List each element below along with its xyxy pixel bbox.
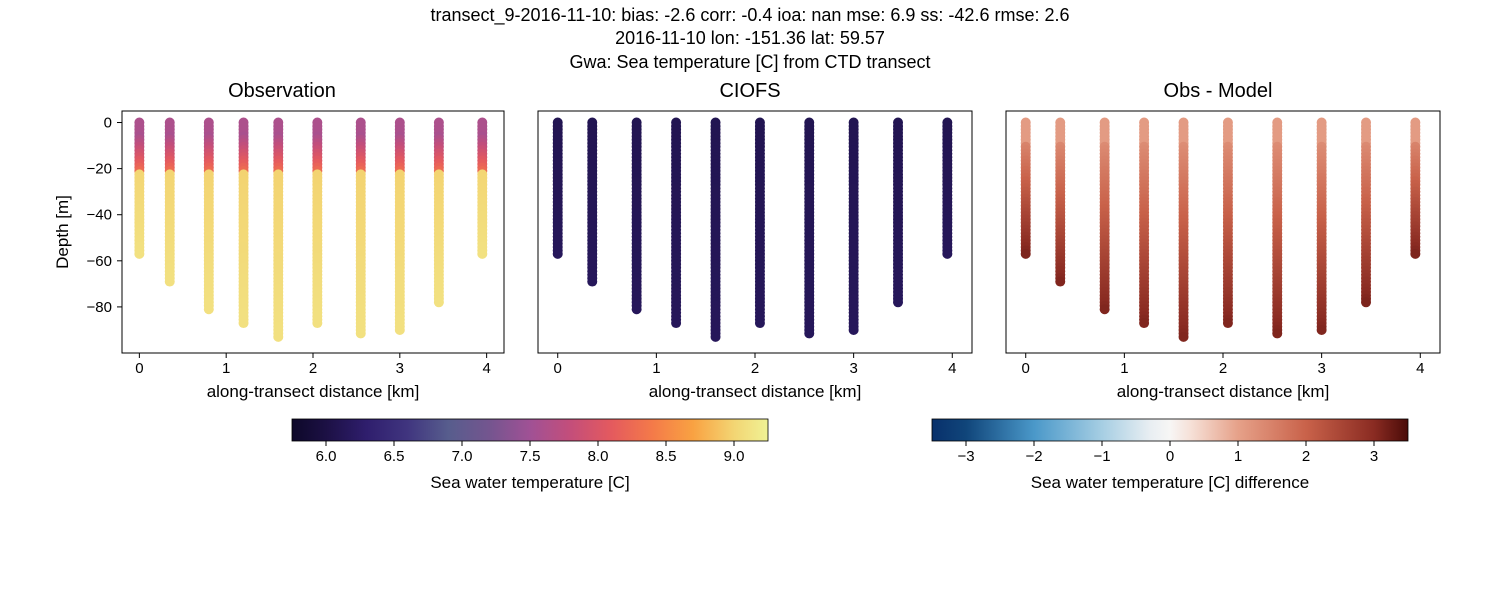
- colorbar-main: 6.0 6.5 7.0 7.5 8.0 8.5 9.0: [280, 417, 780, 471]
- svg-text:−2: −2: [1025, 448, 1042, 465]
- svg-text:8.0: 8.0: [588, 448, 609, 465]
- title-line-3: Gwa: Sea temperature [C] from CTD transe…: [0, 51, 1500, 74]
- svg-text:−80: −80: [87, 299, 112, 316]
- panel-row: Observation 0 1 2 3 4 along-transect distance…: [0, 80, 1500, 405]
- plot-diff: 0 1 2 3 4 along-transect distance [km]: [988, 105, 1448, 405]
- svg-text:−20: −20: [87, 161, 112, 178]
- title-line-2: 2016-11-10 lon: -151.36 lat: 59.57: [0, 27, 1500, 50]
- svg-text:3: 3: [849, 360, 857, 377]
- svg-text:−1: −1: [1093, 448, 1110, 465]
- svg-text:6.5: 6.5: [384, 448, 405, 465]
- svg-text:−3: −3: [957, 448, 974, 465]
- svg-text:2: 2: [309, 360, 317, 377]
- svg-text:1: 1: [222, 360, 230, 377]
- svg-text:0: 0: [104, 115, 112, 132]
- svg-text:along-transect distance [km]: along-transect distance [km]: [1117, 382, 1330, 401]
- svg-text:2: 2: [1219, 360, 1227, 377]
- svg-text:8.5: 8.5: [656, 448, 677, 465]
- svg-text:7.5: 7.5: [520, 448, 541, 465]
- panel-diff: Obs - Model 0 1 2 3 4 along-transect distance…: [988, 80, 1448, 405]
- panel-ciofs: CIOFS 0 1 2 3 4 along-transect distance [km]: [520, 80, 980, 405]
- svg-text:2: 2: [1302, 448, 1310, 465]
- svg-text:3: 3: [396, 360, 404, 377]
- svg-text:4: 4: [948, 360, 956, 377]
- svg-text:along-transect distance [km]: along-transect distance [km]: [207, 382, 420, 401]
- colorbar-row: 6.0 6.5 7.0 7.5 8.0 8.5 9.0 Sea water temperat…: [0, 417, 1500, 493]
- svg-text:2: 2: [751, 360, 759, 377]
- svg-text:4: 4: [482, 360, 490, 377]
- colorbar-diff: −3 −2 −1 0 1 2 3: [920, 417, 1420, 471]
- svg-text:−60: −60: [87, 253, 112, 270]
- chart-title-block: transect_9-2016-11-10: bias: -2.6 corr: …: [0, 0, 1500, 74]
- svg-text:9.0: 9.0: [724, 448, 745, 465]
- plot-observation: 0 1 2 3 4 along-transect distance [km] 0 −20 −40…: [52, 105, 512, 405]
- colorbar-diff-wrap: −3 −2 −1 0 1 2 3 Sea water temperature [C] dif…: [920, 417, 1420, 493]
- svg-text:−40: −40: [87, 207, 112, 224]
- colorbar-main-wrap: 6.0 6.5 7.0 7.5 8.0 8.5 9.0 Sea water temperat…: [280, 417, 780, 493]
- svg-text:0: 0: [1166, 448, 1174, 465]
- svg-text:1: 1: [652, 360, 660, 377]
- colorbar-diff-label: Sea water temperature [C] difference: [1031, 473, 1309, 493]
- svg-text:3: 3: [1317, 360, 1325, 377]
- svg-text:Depth [m]: Depth [m]: [53, 195, 72, 269]
- svg-text:0: 0: [1022, 360, 1030, 377]
- colorbar-main-label: Sea water temperature [C]: [430, 473, 629, 493]
- svg-text:3: 3: [1370, 448, 1378, 465]
- svg-text:4: 4: [1416, 360, 1424, 377]
- panel-title-diff: Obs - Model: [1164, 80, 1273, 103]
- svg-text:along-transect distance [km]: along-transect distance [km]: [649, 382, 862, 401]
- svg-text:7.0: 7.0: [452, 448, 473, 465]
- svg-text:1: 1: [1234, 448, 1242, 465]
- svg-text:0: 0: [135, 360, 143, 377]
- svg-text:1: 1: [1120, 360, 1128, 377]
- svg-text:6.0: 6.0: [316, 448, 337, 465]
- panel-title-obs: Observation: [228, 80, 336, 103]
- panel-observation: Observation 0 1 2 3 4 along-transect distance…: [52, 80, 512, 405]
- svg-text:0: 0: [554, 360, 562, 377]
- title-line-1: transect_9-2016-11-10: bias: -2.6 corr: …: [0, 4, 1500, 27]
- plot-ciofs: 0 1 2 3 4 along-transect distance [km]: [520, 105, 980, 405]
- panel-title-ciofs: CIOFS: [719, 80, 780, 103]
